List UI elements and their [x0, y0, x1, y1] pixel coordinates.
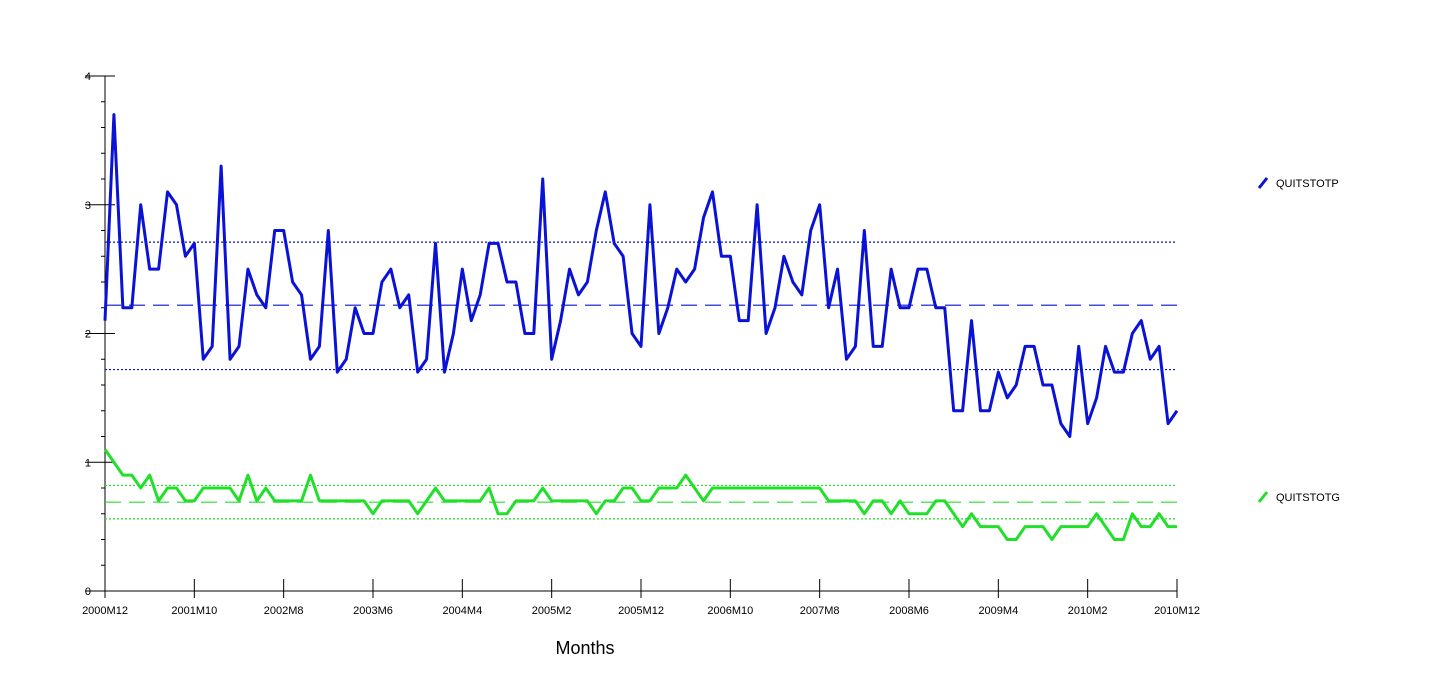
x-axis-title: Months	[555, 638, 614, 658]
x-tick-label: 2010M2	[1068, 605, 1108, 617]
x-tick-label: 2005M2	[532, 605, 572, 617]
legend-item: QUITSTOTP	[1257, 177, 1339, 190]
series-line	[103, 113, 1179, 438]
legend-item: QUITSTOTG	[1257, 491, 1340, 504]
legend: QUITSTOTP QUITSTOTG	[1257, 177, 1340, 504]
x-tick-label: 2010M12	[1154, 605, 1200, 617]
y-tick-label: 3	[85, 200, 91, 212]
x-axis: 2000M12 2001M10 2002M8 2003M6 2004M4 2005M2 20…	[82, 579, 1200, 617]
x-tick-label: 2003M6	[353, 605, 393, 617]
x-tick-label: 2007M8	[800, 605, 840, 617]
y-tick-label: 4	[85, 71, 91, 83]
x-tick-label: 2000M12	[82, 605, 128, 617]
x-tick-label: 2001M10	[171, 605, 217, 617]
series-line	[103, 448, 1177, 541]
legend-label: QUITSTOTG	[1276, 492, 1340, 504]
x-tick-label: 2006M10	[707, 605, 753, 617]
series-lines	[103, 113, 1179, 541]
x-tick-label: 2005M12	[618, 605, 664, 617]
y-tick-label: 2	[85, 329, 91, 341]
x-tick-label: 2004M4	[442, 605, 482, 617]
legend-label: QUITSTOTP	[1276, 178, 1339, 190]
legend-swatch	[1257, 177, 1269, 189]
x-tick-label: 2002M8	[264, 605, 304, 617]
legend-swatch	[1257, 491, 1269, 503]
y-tick-label: 1	[85, 457, 91, 469]
x-tick-label: 2008M6	[889, 605, 929, 617]
y-axis: 0 1 2 3 4	[85, 71, 115, 598]
y-tick-label: 0	[85, 586, 91, 598]
x-tick-label: 2009M4	[978, 605, 1018, 617]
